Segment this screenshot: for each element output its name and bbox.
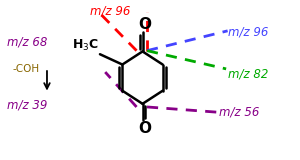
Text: -COH: -COH: [13, 64, 40, 74]
Text: m/z 56: m/z 56: [219, 105, 259, 118]
Text: m/z 96: m/z 96: [90, 4, 131, 17]
Text: m/z 82: m/z 82: [228, 67, 268, 80]
Text: m/z 68: m/z 68: [7, 35, 47, 48]
Text: m/z 39: m/z 39: [7, 99, 47, 112]
Text: O: O: [138, 121, 151, 136]
Text: O: O: [138, 17, 151, 32]
Text: m/z 96: m/z 96: [228, 26, 268, 39]
Text: H$_3$C: H$_3$C: [72, 38, 98, 53]
